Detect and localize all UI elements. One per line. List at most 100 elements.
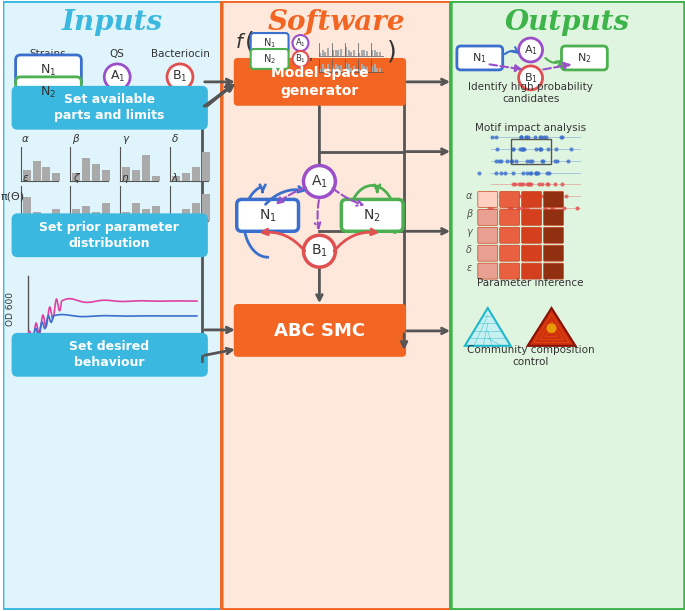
Point	[484, 203, 495, 213]
Circle shape	[519, 66, 543, 90]
Point	[537, 180, 548, 189]
Bar	[182, 172, 190, 181]
Text: Inputs: Inputs	[62, 9, 163, 35]
Text: N$_1$: N$_1$	[263, 36, 276, 50]
Bar	[142, 210, 150, 221]
Point	[517, 167, 528, 177]
Bar	[152, 175, 160, 181]
Point	[508, 191, 519, 201]
Text: Identify high probability
candidates: Identify high probability candidates	[468, 82, 593, 104]
Text: δ: δ	[466, 245, 472, 255]
Bar	[361, 64, 363, 72]
Bar	[82, 158, 90, 181]
Bar	[366, 67, 368, 72]
Point	[508, 167, 519, 177]
Bar	[348, 50, 350, 56]
Bar	[192, 203, 200, 221]
Point	[525, 167, 536, 177]
Bar	[32, 213, 40, 221]
Point	[551, 156, 562, 166]
Point	[522, 203, 533, 213]
FancyBboxPatch shape	[544, 191, 564, 207]
Point	[534, 180, 545, 189]
Text: δ: δ	[172, 134, 178, 144]
Bar	[172, 215, 180, 221]
Bar	[73, 172, 80, 181]
Text: N$_2$: N$_2$	[40, 86, 57, 100]
Text: B$_1$: B$_1$	[172, 69, 188, 84]
Text: N$_2$: N$_2$	[363, 207, 381, 224]
Point	[504, 203, 515, 213]
Point	[530, 167, 541, 177]
Bar	[353, 50, 355, 56]
Point	[516, 132, 527, 142]
FancyBboxPatch shape	[544, 263, 564, 279]
FancyBboxPatch shape	[237, 199, 299, 232]
Point	[542, 180, 553, 189]
FancyBboxPatch shape	[234, 58, 406, 106]
Polygon shape	[527, 308, 575, 346]
Point	[536, 156, 547, 166]
Text: N$_2$: N$_2$	[577, 51, 592, 65]
Point	[521, 132, 532, 142]
Point	[550, 144, 561, 153]
Text: OD 600: OD 600	[6, 292, 15, 326]
Circle shape	[303, 235, 336, 267]
FancyBboxPatch shape	[500, 191, 520, 207]
Bar	[142, 155, 150, 181]
Point	[492, 144, 503, 153]
FancyBboxPatch shape	[16, 77, 82, 109]
Point	[556, 132, 566, 142]
Point	[561, 191, 572, 201]
Bar	[379, 68, 381, 72]
Point	[505, 191, 516, 201]
Bar	[152, 207, 160, 221]
Text: Motif impact analysis: Motif impact analysis	[475, 123, 586, 133]
Point	[540, 132, 551, 142]
Bar	[322, 64, 324, 72]
FancyBboxPatch shape	[522, 263, 542, 279]
Point	[541, 167, 552, 177]
Point	[485, 203, 496, 213]
Point	[506, 203, 516, 213]
Text: ,: ,	[309, 48, 314, 62]
Point	[547, 203, 558, 213]
Point	[524, 156, 535, 166]
Point	[556, 180, 567, 189]
Bar	[132, 203, 140, 221]
Point	[509, 180, 520, 189]
Point	[525, 180, 536, 189]
Text: Model space
generator: Model space generator	[271, 66, 369, 98]
Point	[523, 180, 534, 189]
Bar	[335, 64, 337, 72]
Point	[530, 144, 541, 153]
Point	[546, 203, 557, 213]
Point	[549, 180, 560, 189]
Bar	[23, 169, 31, 181]
Text: Set prior parameter
distribution: Set prior parameter distribution	[39, 221, 179, 250]
Bar	[319, 69, 321, 72]
Point	[506, 191, 517, 201]
Point	[517, 144, 528, 153]
Bar	[122, 213, 130, 221]
Bar	[73, 210, 80, 221]
Point	[535, 132, 546, 142]
FancyBboxPatch shape	[478, 191, 498, 207]
FancyBboxPatch shape	[544, 210, 564, 225]
Text: (: (	[245, 30, 254, 54]
Point	[538, 132, 549, 142]
Point	[517, 203, 528, 213]
Point	[534, 144, 545, 153]
Bar	[379, 52, 381, 56]
FancyBboxPatch shape	[222, 1, 451, 610]
FancyBboxPatch shape	[12, 86, 208, 130]
FancyBboxPatch shape	[478, 227, 498, 243]
Point	[562, 156, 573, 166]
Point	[516, 132, 527, 142]
Text: N$_1$: N$_1$	[473, 51, 487, 65]
Point	[514, 144, 525, 153]
Bar	[340, 49, 342, 56]
Point	[510, 156, 521, 166]
FancyBboxPatch shape	[341, 199, 403, 232]
FancyBboxPatch shape	[544, 245, 564, 261]
